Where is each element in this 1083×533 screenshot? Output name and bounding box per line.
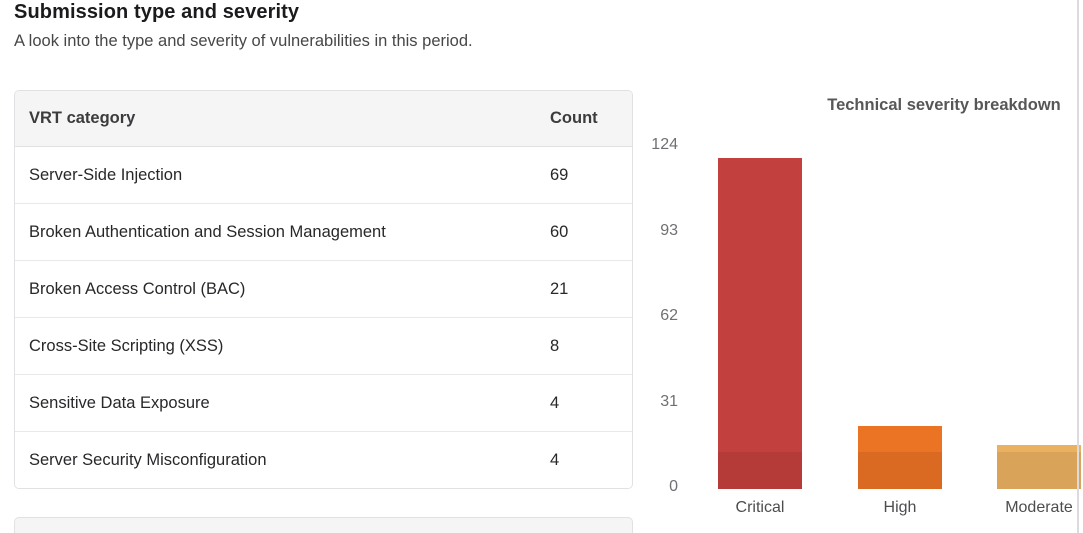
y-axis-tick: 124 xyxy=(651,136,678,153)
table-row: Cross-Site Scripting (XSS) 8 xyxy=(15,318,632,375)
x-axis-label-moderate: Moderate xyxy=(1005,499,1073,516)
table-row: Broken Authentication and Session Manage… xyxy=(15,204,632,261)
column-header-count: Count xyxy=(550,109,598,127)
y-axis-tick: 31 xyxy=(660,392,678,410)
count-cell: 4 xyxy=(550,450,560,469)
vrt-category-cell: Sensitive Data Exposure xyxy=(29,393,210,412)
vrt-category-cell: Broken Authentication and Session Manage… xyxy=(29,222,386,241)
bar-shade xyxy=(718,452,802,489)
vrt-category-cell: Cross-Site Scripting (XSS) xyxy=(29,336,224,355)
count-cell: 60 xyxy=(550,222,569,241)
section-title: Submission type and severity xyxy=(14,1,300,23)
section-subtitle: A look into the type and severity of vul… xyxy=(14,32,473,50)
chart-title: Technical severity breakdown xyxy=(827,96,1061,114)
table-row: Sensitive Data Exposure 4 xyxy=(15,375,632,432)
count-cell: 8 xyxy=(550,336,560,355)
y-axis-tick: 93 xyxy=(660,221,678,239)
table-row: Server Security Misconfiguration 4 xyxy=(15,432,632,488)
bar-high[interactable] xyxy=(858,426,942,489)
table-header-row: VRT category Count xyxy=(15,91,632,147)
bar-critical[interactable] xyxy=(718,158,802,489)
y-axis-tick: 62 xyxy=(660,307,678,324)
next-table-header-partial xyxy=(14,517,633,533)
bar-shade xyxy=(858,452,942,489)
bar-moderate[interactable] xyxy=(997,445,1081,489)
x-axis-label-high: High xyxy=(883,499,917,516)
count-cell: 4 xyxy=(550,393,560,412)
vrt-category-table: VRT category Count Server-Side Injection… xyxy=(14,90,633,489)
table-row: Broken Access Control (BAC) 21 xyxy=(15,261,632,318)
container-right-border xyxy=(1077,0,1079,533)
y-axis-tick: 0 xyxy=(669,478,678,495)
table-row: Server-Side Injection 69 xyxy=(15,147,632,204)
count-cell: 21 xyxy=(550,279,569,298)
vrt-category-cell: Server-Side Injection xyxy=(29,165,183,184)
column-header-vrt-category: VRT category xyxy=(29,109,136,127)
table-body: Server-Side Injection 69 Broken Authentica… xyxy=(15,147,632,488)
vrt-category-cell: Broken Access Control (BAC) xyxy=(29,279,246,298)
x-axis-label-critical: Critical xyxy=(735,499,785,516)
vrt-category-cell: Server Security Misconfiguration xyxy=(29,450,267,469)
bar-shade xyxy=(997,452,1081,489)
count-cell: 69 xyxy=(550,165,569,184)
